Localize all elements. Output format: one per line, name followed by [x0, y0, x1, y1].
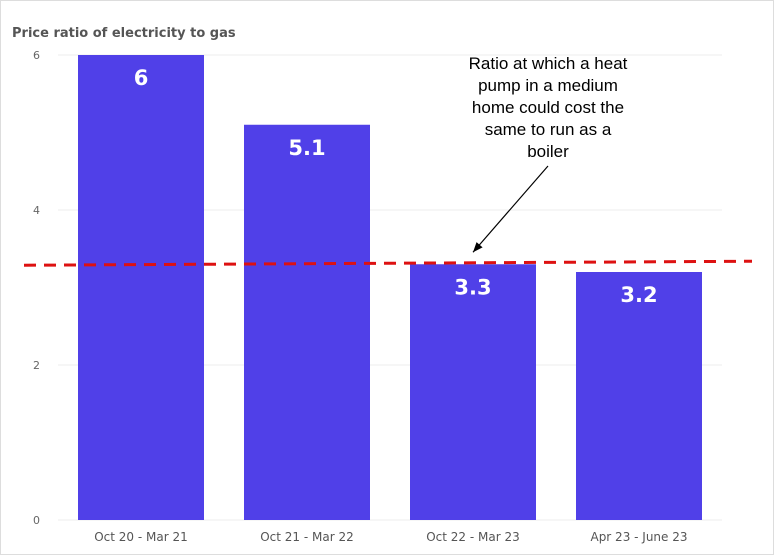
bar — [410, 264, 536, 520]
x-tick-label: Oct 21 - Mar 22 — [260, 530, 354, 544]
bars — [78, 55, 702, 520]
bar-value-label: 3.2 — [620, 283, 657, 307]
bar — [78, 55, 204, 520]
annotation-line: home could cost the — [472, 98, 624, 117]
bar — [244, 124, 370, 520]
y-tick-label: 6 — [33, 49, 40, 62]
annotation-arrow-head — [473, 242, 483, 253]
annotation-line: pump in a medium — [478, 76, 618, 95]
bar-value-label: 6 — [134, 66, 149, 90]
annotation-line: same to run as a — [485, 120, 612, 139]
annotation-arrow-line — [472, 165, 549, 253]
y-tick-label: 4 — [33, 204, 40, 217]
x-tick-label: Oct 20 - Mar 21 — [94, 530, 188, 544]
bar — [576, 272, 702, 520]
x-tick-label: Oct 22 - Mar 23 — [426, 530, 520, 544]
annotation-line: boiler — [527, 142, 569, 161]
y-tick-label: 0 — [33, 514, 40, 527]
y-axis-label: Price ratio of electricity to gas — [12, 26, 236, 41]
reference-line — [23, 259, 753, 267]
annotation-line: Ratio at which a heat — [469, 54, 628, 73]
annotation: Ratio at which a heat pump in a medium hom… — [469, 54, 628, 253]
reference-line-group — [23, 259, 753, 267]
x-tick-label: Apr 23 - June 23 — [590, 530, 687, 544]
y-tick-label: 2 — [33, 359, 40, 372]
data-labels: 6 Oct 20 - Mar 21 5.1 Oct 21 - Mar 22 3.3 Oct… — [94, 66, 687, 544]
bar-value-label: 5.1 — [288, 136, 325, 160]
bar-value-label: 3.3 — [454, 275, 491, 299]
